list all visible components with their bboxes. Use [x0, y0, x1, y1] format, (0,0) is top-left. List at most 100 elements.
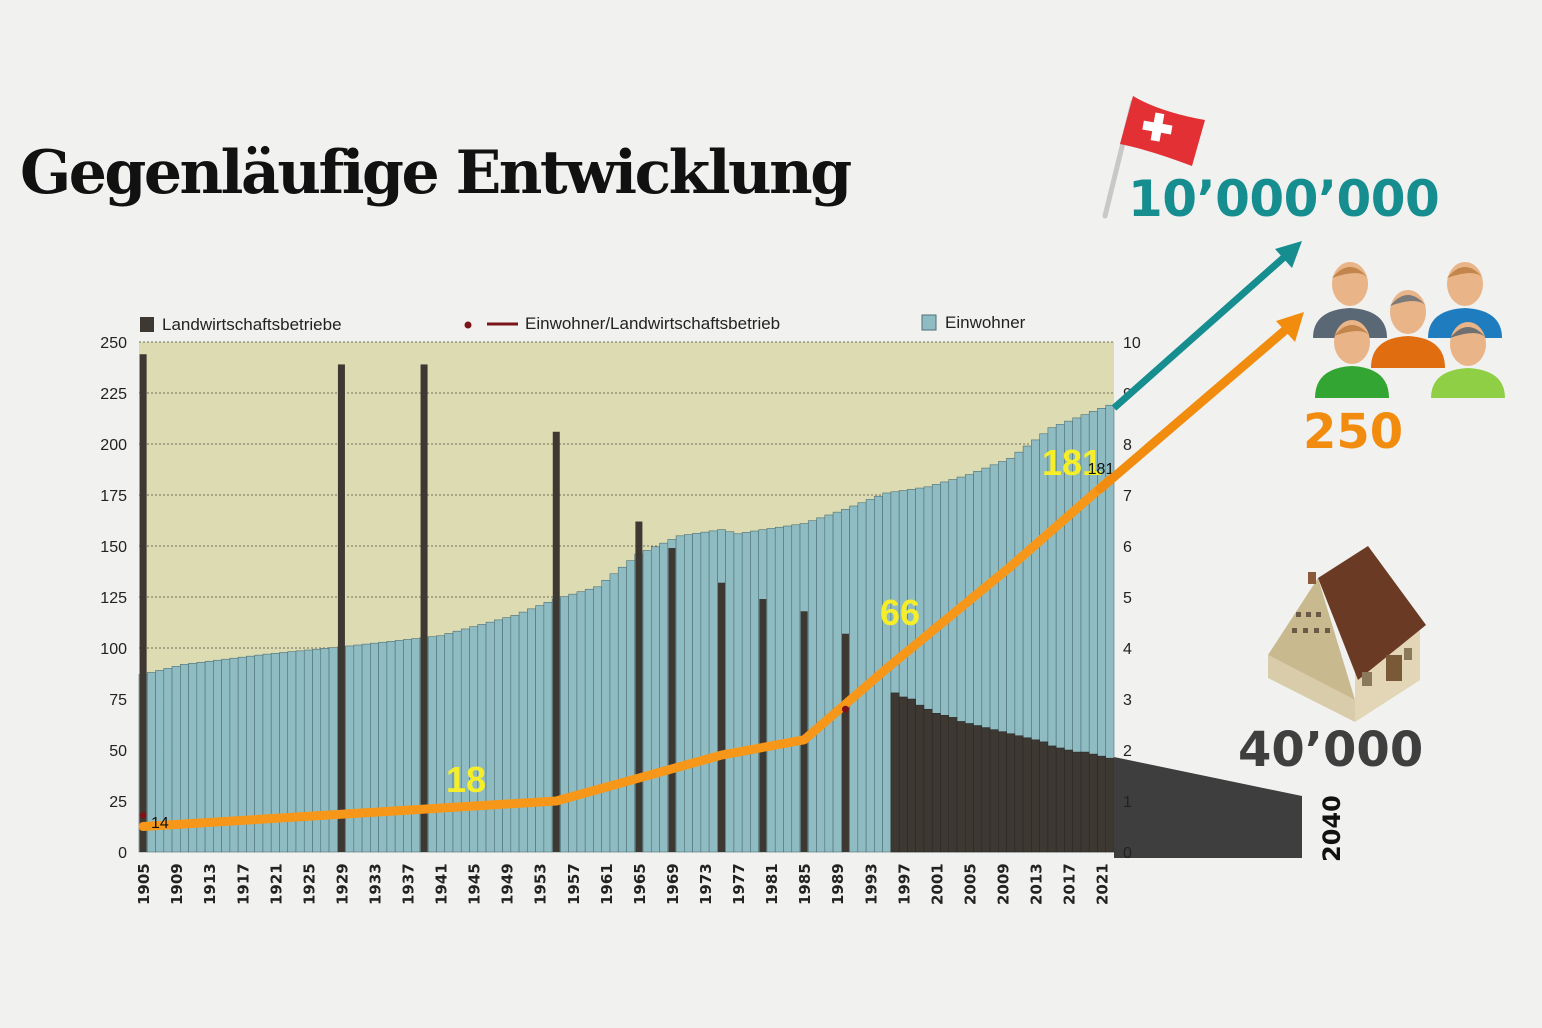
einwohner-bar	[584, 588, 594, 853]
einwohner-bar	[725, 531, 735, 853]
legend-swatch-einwohner	[921, 314, 937, 331]
landwirtschaftsbetriebe-bar	[1097, 755, 1106, 853]
landwirtschaftsbetriebe-bar	[1080, 751, 1090, 853]
einwohner-bar	[832, 511, 842, 853]
landwirtschaftsbetriebe-bar	[668, 548, 676, 852]
einwohner-bar	[692, 533, 702, 853]
y-left-tick-label: 225	[100, 386, 127, 403]
einwohner-pro-betrieb-line	[138, 475, 1115, 831]
einwohner-pro-betrieb-marker	[841, 705, 849, 713]
x-tick-label: 1925	[300, 863, 318, 905]
einwohner-bar	[766, 528, 776, 853]
x-tick-label: 1981	[763, 863, 781, 905]
x-tick-label: 1949	[499, 863, 517, 905]
x-tick-label: 1977	[730, 863, 748, 905]
einwohner-bar	[535, 605, 545, 853]
einwohner-bar	[411, 638, 421, 853]
einwohner-bar	[684, 534, 693, 853]
einwohner-bar	[502, 617, 512, 853]
landwirtschaftsbetriebe-bar	[841, 633, 849, 852]
landwirtschaftsbetriebe-bar	[759, 599, 767, 852]
einwohner-bar	[328, 647, 338, 853]
einwohner-bar	[370, 642, 379, 853]
einwohner-bar	[857, 502, 867, 853]
legend-label-einwohner: Einwohner	[945, 313, 1026, 332]
y-right-tick-label: 4	[1123, 641, 1132, 658]
einwohner-bar	[386, 641, 396, 853]
x-tick-label: 1913	[201, 863, 219, 905]
trend-label-18: 18	[446, 759, 486, 800]
einwohner-bar	[493, 619, 503, 853]
einwohner-bar	[378, 641, 388, 853]
einwohner-bar	[427, 636, 437, 853]
inhabitants-arrowhead	[1276, 312, 1304, 342]
x-tick-label: 1953	[532, 863, 550, 905]
y-right-tick-label: 3	[1123, 692, 1132, 709]
landwirtschaftsbetriebe-bar	[931, 713, 941, 853]
y-left-tick-label: 25	[109, 794, 127, 811]
landwirtschaftsbetriebe-bar	[1031, 739, 1040, 853]
x-tick-label: 1989	[829, 863, 847, 905]
landwirtschaftsbetriebe-bar	[635, 521, 643, 852]
landwirtschaftsbetriebe-bar	[998, 731, 1007, 853]
y-left-tick-label: 150	[100, 539, 127, 556]
population-arrowhead	[1275, 241, 1302, 268]
trend-label-181: 181	[1042, 442, 1102, 483]
year-2040-label: 2040	[1318, 795, 1346, 862]
landwirtschaftsbetriebe-bar	[907, 698, 916, 853]
landwirtschaftsbetriebe-bar	[1039, 741, 1049, 853]
einwohner-bar	[394, 640, 404, 853]
x-tick-label: 1905	[135, 863, 153, 905]
einwohner-bar	[469, 626, 479, 853]
y-right-tick-label: 5	[1123, 590, 1132, 607]
landwirtschaftsbetriebe-bar	[1014, 735, 1024, 853]
landwirtschaftsbetriebe-bar	[989, 729, 999, 853]
landwirtschaftsbetriebe-bar	[973, 725, 983, 853]
einwohner-bar	[593, 586, 603, 853]
landwirtschaftsbetriebe-bar	[800, 611, 808, 852]
einwohner-bar	[741, 532, 751, 853]
y-right-tick-label: 10	[1123, 335, 1141, 352]
einwohner-bar	[626, 560, 636, 853]
einwohner-bar	[824, 514, 834, 853]
einwohner-bar	[452, 630, 462, 853]
x-tick-label: 1957	[565, 863, 583, 905]
x-tick-label: 1941	[433, 863, 451, 905]
landwirtschaftsbetriebe-bar	[981, 727, 991, 853]
x-tick-label: 1945	[466, 863, 484, 905]
einwohner-bar	[675, 535, 685, 853]
inhabitants-projection-line	[1095, 321, 1295, 494]
y-right-tick-label: 1	[1123, 794, 1132, 811]
farms-projection-wedge	[1114, 757, 1302, 858]
einwohner-bar	[650, 546, 660, 853]
trend-label-66: 66	[880, 592, 920, 633]
y-left-tick-label: 125	[100, 590, 127, 607]
x-tick-label: 2001	[928, 863, 946, 905]
landwirtschaftsbetriebe-bar	[956, 721, 966, 853]
data-label-181: 181	[1088, 461, 1115, 478]
einwohner-bar	[320, 648, 330, 853]
legend-label-landwirtschaftsbetriebe: Landwirtschaftsbetriebe	[162, 315, 342, 334]
einwohner-bar	[733, 533, 743, 853]
landwirtschaftsbetriebe-bar	[940, 715, 949, 853]
landwirtschaftsbetriebe-bar	[420, 364, 428, 852]
x-tick-label: 1921	[267, 863, 285, 905]
x-tick-label: 1937	[400, 863, 418, 905]
x-tick-label: 1909	[168, 863, 186, 905]
x-tick-label: 1973	[697, 863, 715, 905]
einwohner-bar	[527, 608, 536, 853]
swiss-flag-icon	[1102, 96, 1205, 219]
y-left-tick-label: 175	[100, 488, 127, 505]
einwohner-bar	[303, 649, 313, 853]
y-left-tick-label: 75	[109, 692, 127, 709]
x-tick-label: 2005	[961, 863, 979, 905]
landwirtschaftsbetriebe-bar	[948, 717, 958, 853]
y-right-tick-label: 7	[1123, 488, 1132, 505]
legend-label-einwohner-pro-betrieb: Einwohner/Landwirtschaftsbetrieb	[525, 314, 780, 333]
landwirtschaftsbetriebe-bar	[1064, 749, 1073, 853]
population-projection-line	[1111, 249, 1293, 411]
einwohner-bar	[485, 621, 495, 853]
landwirtschaftsbetriebe-bar	[1088, 753, 1098, 853]
x-tick-label: 1985	[796, 863, 814, 905]
x-tick-label: 2013	[1028, 863, 1046, 905]
